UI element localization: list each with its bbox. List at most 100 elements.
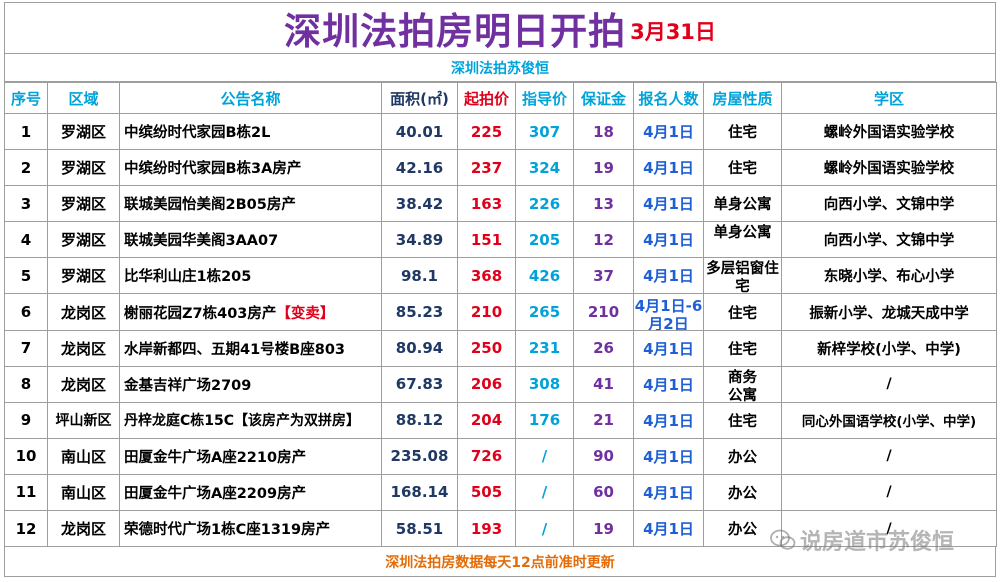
cell-guide-price: 205: [515, 221, 574, 259]
table-row: 10 南山区 田厦金牛广场A座2210房产 235.08 726 / 90 4月…: [4, 437, 997, 475]
cell-name-text: 水岸新都四、五期41号楼B座803: [124, 341, 345, 358]
table-header-row: 序号 区域 公告名称 面积(㎡) 起拍价 指导价 保证金 报名人数 房屋性质 学…: [4, 82, 997, 114]
cell-guide-price: /: [515, 473, 574, 512]
table-row: 8 龙岗区 金基吉祥广场2709 67.83 206 308 41 4月1日 商…: [4, 365, 997, 403]
page-title: 深圳法拍房明日开拍: [284, 10, 627, 53]
cell-deposit: 26: [573, 329, 634, 367]
cell-district: 罗湖区: [47, 185, 120, 223]
cell-school: /: [781, 437, 997, 475]
cell-district: 南山区: [47, 437, 120, 475]
cell-deposit: 41: [573, 365, 634, 403]
cell-guide-price: 324: [515, 149, 574, 187]
cell-school: /: [781, 365, 997, 403]
cell-start-price: 225: [457, 112, 516, 151]
cell-area: 34.89: [381, 221, 458, 259]
cell-no: 4: [4, 221, 48, 259]
header-no: 序号: [4, 82, 48, 114]
cell-count: 4月1日: [633, 257, 704, 295]
cell-name-text: 中缤纷时代家园B栋2L: [124, 125, 271, 142]
cell-count: 4月1日: [633, 365, 704, 403]
cell-start-price: 250: [457, 329, 516, 367]
cell-name: 中缤纷时代家园B栋3A房产: [119, 149, 382, 187]
cell-guide-price: /: [515, 510, 574, 548]
cell-school: /: [781, 510, 997, 548]
cell-deposit: 19: [573, 510, 634, 548]
cell-deposit: 13: [573, 185, 634, 223]
cell-start-price: 237: [457, 149, 516, 187]
cell-name: 联城美园怡美阁2B05房产: [119, 185, 382, 223]
cell-area: 67.83: [381, 365, 458, 403]
page-date: 3月31日: [630, 20, 716, 44]
cell-kind: 住宅: [703, 293, 782, 331]
cell-no: 7: [4, 329, 48, 367]
cell-name-text: 联城美园怡美阁2B05房产: [124, 197, 296, 214]
cell-guide-price: 231: [515, 329, 574, 367]
cell-kind: 办公: [703, 510, 782, 548]
cell-kind: 住宅: [703, 149, 782, 187]
cell-no: 9: [4, 401, 48, 439]
cell-school: 向西小学、文锦中学: [781, 221, 997, 259]
cell-deposit: 18: [573, 112, 634, 151]
footer-bar: 深圳法拍房数据每天12点前准时更新: [4, 547, 996, 577]
cell-deposit: 60: [573, 473, 634, 512]
cell-start-price: 368: [457, 257, 516, 295]
cell-kind-text: 单身公寓: [713, 225, 772, 242]
cell-kind: 单身公寓: [703, 185, 782, 223]
cell-guide-price: 226: [515, 185, 574, 223]
cell-count: 4月1日-6月2日: [633, 293, 704, 331]
cell-name: 比华利山庄1栋205: [119, 257, 382, 295]
cell-guide-price: 308: [515, 365, 574, 403]
cell-kind: 多层铝窗住宅: [703, 257, 782, 295]
cell-name-text: 田厦金牛广场A座2210房产: [124, 449, 307, 466]
cell-count-text: 4月1日-6月2日: [634, 296, 703, 330]
cell-name: 榭丽花园Z7栋403房产【变卖】: [119, 293, 382, 331]
cell-no: 3: [4, 185, 48, 223]
cell-count: 4月1日: [633, 112, 704, 151]
title-bar: 深圳法拍房明日开拍 3月31日: [4, 2, 996, 54]
cell-kind: 住宅: [703, 112, 782, 151]
cell-name: 联城美园华美阁3AA07: [119, 221, 382, 259]
cell-count: 4月1日: [633, 329, 704, 367]
cell-district: 罗湖区: [47, 257, 120, 295]
cell-start-price: 151: [457, 221, 516, 259]
cell-kind: 单身公寓: [703, 221, 782, 259]
cell-deposit: 21: [573, 401, 634, 439]
cell-area: 58.51: [381, 510, 458, 548]
cell-kind-text: 商务公寓: [728, 369, 757, 402]
table-row: 2 罗湖区 中缤纷时代家园B栋3A房产 42.16 237 324 19 4月1…: [4, 149, 997, 187]
cell-deposit: 12: [573, 221, 634, 259]
cell-school: 东晓小学、布心小学: [781, 257, 997, 295]
cell-no: 5: [4, 257, 48, 295]
cell-deposit: 90: [573, 437, 634, 475]
cell-area: 40.01: [381, 112, 458, 151]
table-row: 12 龙岗区 荣德时代广场1栋C座1319房产 58.51 193 / 19 4…: [4, 510, 997, 548]
cell-district: 龙岗区: [47, 293, 120, 331]
table-row: 3 罗湖区 联城美园怡美阁2B05房产 38.42 163 226 13 4月1…: [4, 185, 997, 223]
cell-kind: 住宅: [703, 329, 782, 367]
cell-school: 螺岭外国语实验学校: [781, 149, 997, 187]
cell-no: 12: [4, 510, 48, 548]
cell-guide-price: 426: [515, 257, 574, 295]
subtitle-bar: 深圳法拍苏俊恒: [4, 54, 996, 82]
cell-name: 荣德时代广场1栋C座1319房产: [119, 510, 382, 548]
table-row: 6 龙岗区 榭丽花园Z7栋403房产【变卖】 85.23 210 265 210…: [4, 293, 997, 331]
cell-count: 4月1日: [633, 473, 704, 512]
cell-name: 丹梓龙庭C栋15C【该房产为双拼房】: [119, 401, 382, 439]
cell-guide-price: 176: [515, 401, 574, 439]
cell-no: 10: [4, 437, 48, 475]
page-subtitle: 深圳法拍苏俊恒: [451, 60, 549, 77]
cell-no: 11: [4, 473, 48, 512]
table-row: 9 坪山新区 丹梓龙庭C栋15C【该房产为双拼房】 88.12 204 176 …: [4, 401, 997, 439]
cell-no: 8: [4, 365, 48, 403]
cell-count: 4月1日: [633, 510, 704, 548]
cell-name-text: 中缤纷时代家园B栋3A房产: [124, 161, 302, 178]
header-start-price: 起拍价: [457, 82, 516, 114]
cell-name-tag: 【变卖】: [276, 305, 335, 322]
cell-name-text: 田厦金牛广场A座2209房产: [124, 485, 307, 502]
cell-count: 4月1日: [633, 401, 704, 439]
cell-area: 168.14: [381, 473, 458, 512]
cell-kind: 办公: [703, 473, 782, 512]
cell-district: 龙岗区: [47, 329, 120, 367]
cell-area: 42.16: [381, 149, 458, 187]
table-row: 5 罗湖区 比华利山庄1栋205 98.1 368 426 37 4月1日 多层…: [4, 257, 997, 295]
